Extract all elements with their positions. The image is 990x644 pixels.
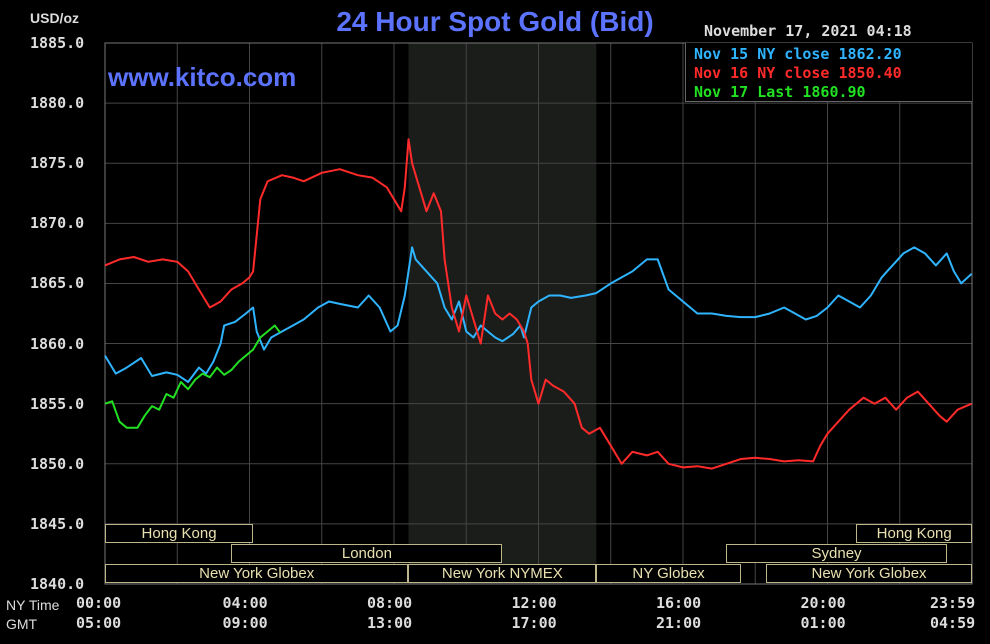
y-tick-label: 1885.0: [30, 34, 85, 52]
x-tick-gmt: 01:00: [800, 614, 846, 632]
session-hong-kong: Hong Kong: [105, 524, 254, 543]
legend-entry-nov17: Nov 17 Last 1860.90: [694, 83, 866, 101]
unit-label: USD/oz: [30, 10, 79, 26]
nymex-shade: [408, 43, 597, 584]
timestamp: November 17, 2021 04:18: [704, 22, 912, 40]
x-tick-ny: 04:00: [222, 594, 268, 612]
ny-time-label: NY Time: [6, 597, 60, 613]
session-new-york-nymex: New York NYMEX: [408, 564, 597, 583]
x-tick-ny: 00:00: [76, 594, 122, 612]
x-tick-gmt: 21:00: [656, 614, 702, 632]
session-hong-kong: Hong Kong: [856, 524, 972, 543]
y-tick-label: 1850.0: [30, 454, 85, 473]
series-line-1: [104, 138, 972, 470]
series-line-0: [104, 246, 973, 383]
x-tick-gmt: 04:59: [930, 614, 976, 632]
y-tick-label: 1845.0: [30, 514, 85, 533]
y-tick-label: 1860.0: [30, 334, 85, 353]
y-tick-label: 1840.0: [30, 575, 85, 593]
y-tick-label: 1875.0: [30, 154, 85, 173]
session-sydney: Sydney: [726, 544, 947, 563]
gmt-label: GMT: [6, 616, 38, 632]
x-tick-gmt: 05:00: [76, 614, 122, 632]
legend: Nov 15 NY close 1862.20 Nov 16 NY close …: [685, 43, 972, 102]
x-tick-gmt: 17:00: [511, 614, 557, 632]
x-tick-ny: 23:59: [930, 594, 976, 612]
legend-entry-nov15: Nov 15 NY close 1862.20: [694, 45, 902, 63]
x-tick-ny: 08:00: [367, 594, 413, 612]
x-tick-ny: 20:00: [800, 594, 846, 612]
plot-frame: [104, 42, 973, 585]
y-tick-label: 1880.0: [30, 94, 85, 113]
session-ny-globex: NY Globex: [596, 564, 741, 583]
x-tick-gmt: 13:00: [367, 614, 413, 632]
session-new-york-globex: New York Globex: [766, 564, 972, 583]
y-tick-label: 1870.0: [30, 214, 85, 233]
series-line-2: [104, 324, 281, 429]
legend-entry-nov16: Nov 16 NY close 1850.40: [694, 64, 902, 82]
session-new-york-globex: New York Globex: [105, 564, 409, 583]
y-tick-label: 1855.0: [30, 394, 85, 413]
x-tick-ny: 12:00: [511, 594, 557, 612]
y-tick-label: 1865.0: [30, 274, 85, 293]
site-watermark[interactable]: www.kitco.com: [108, 62, 297, 92]
session-london: London: [231, 544, 503, 563]
chart-title: 24 Hour Spot Gold (Bid): [336, 6, 654, 37]
x-tick-ny: 16:00: [656, 594, 702, 612]
x-tick-gmt: 09:00: [222, 614, 268, 632]
